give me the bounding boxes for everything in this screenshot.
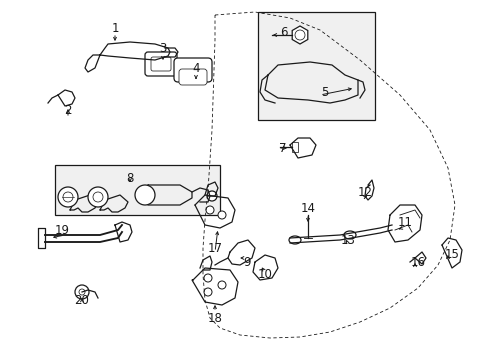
Text: 17: 17 (207, 242, 222, 255)
FancyBboxPatch shape (151, 57, 171, 71)
Text: 4: 4 (192, 62, 199, 75)
Circle shape (79, 289, 85, 295)
Text: 15: 15 (444, 248, 459, 261)
Circle shape (218, 211, 225, 219)
Text: 2: 2 (64, 104, 72, 117)
Text: 16: 16 (409, 256, 425, 269)
Ellipse shape (343, 231, 355, 239)
Circle shape (75, 285, 89, 299)
Circle shape (203, 274, 212, 282)
Bar (55, 165, 220, 215)
Text: 5: 5 (321, 85, 328, 99)
FancyBboxPatch shape (174, 58, 212, 82)
Text: 13: 13 (340, 234, 355, 247)
Ellipse shape (288, 236, 301, 244)
FancyBboxPatch shape (179, 69, 206, 85)
Circle shape (206, 191, 217, 201)
Text: 10: 10 (257, 269, 272, 282)
FancyBboxPatch shape (145, 52, 177, 76)
Circle shape (218, 281, 225, 289)
Text: 1: 1 (111, 22, 119, 35)
Text: 14: 14 (300, 202, 315, 215)
Circle shape (58, 187, 78, 207)
Circle shape (88, 187, 108, 207)
Circle shape (203, 288, 212, 296)
Text: 12: 12 (357, 185, 372, 198)
Circle shape (135, 185, 155, 205)
Circle shape (294, 30, 305, 40)
Text: 3: 3 (159, 41, 166, 54)
Text: 7: 7 (279, 141, 286, 154)
Circle shape (63, 192, 73, 202)
Text: 6: 6 (280, 26, 287, 39)
Circle shape (93, 192, 103, 202)
Bar (291, 142, 297, 152)
Circle shape (205, 206, 214, 214)
Bar (258, 12, 374, 120)
Text: 8: 8 (126, 171, 133, 184)
Text: 19: 19 (54, 224, 69, 237)
Text: 20: 20 (74, 293, 89, 306)
Text: 11: 11 (397, 216, 412, 229)
Text: 18: 18 (207, 311, 222, 324)
Text: 9: 9 (243, 256, 250, 269)
